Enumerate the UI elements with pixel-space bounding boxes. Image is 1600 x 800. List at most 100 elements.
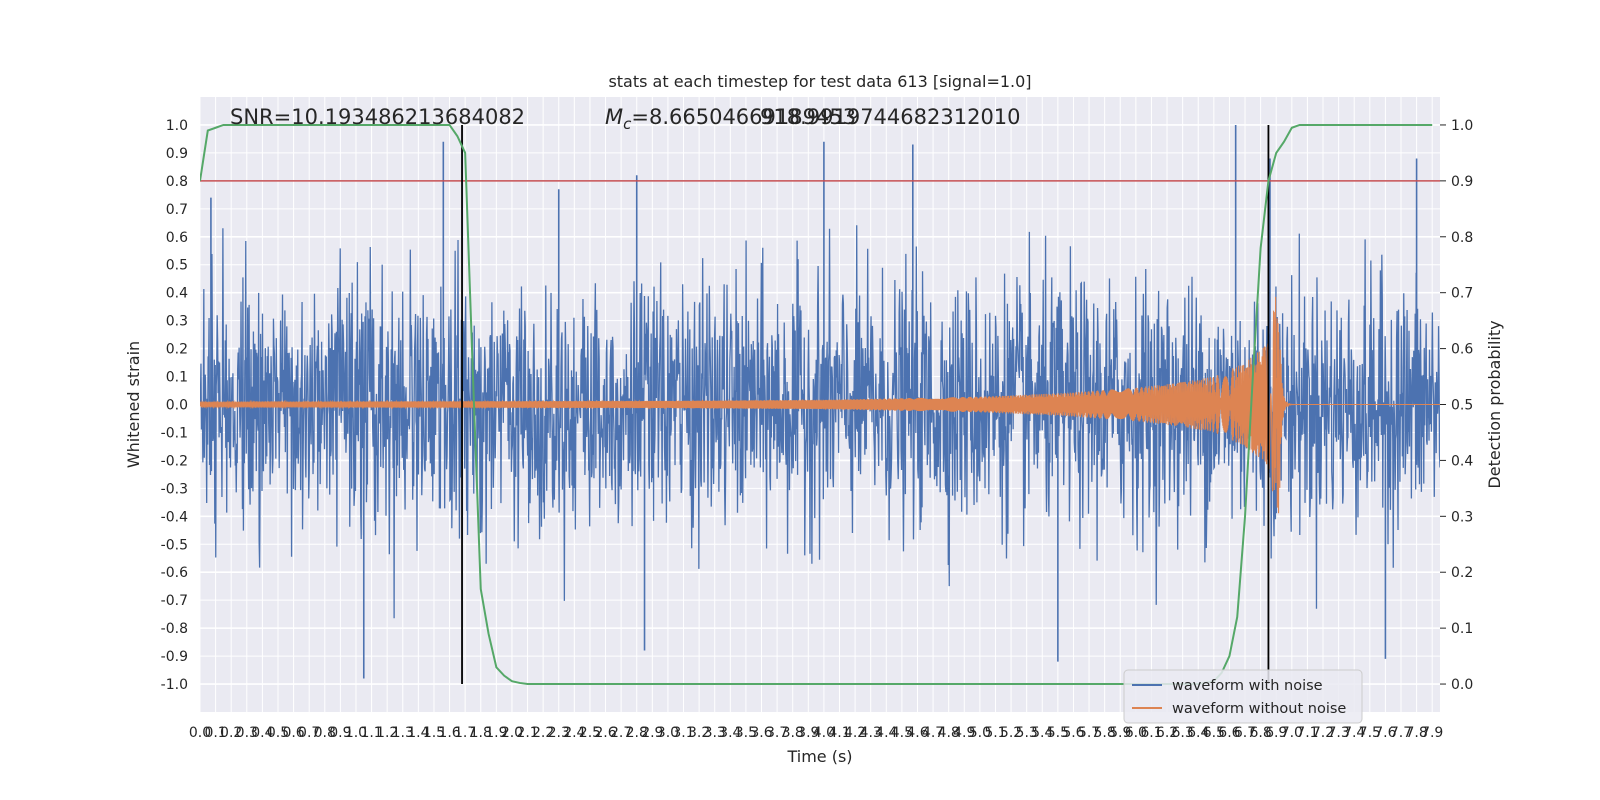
x-tick-label: 2.7 xyxy=(610,725,632,741)
x-tick-label: 4.4 xyxy=(875,725,897,741)
x-tick-label: 6.9 xyxy=(1265,725,1287,741)
x-tick-label: 0.9 xyxy=(329,725,351,741)
x-tick-label: 2.6 xyxy=(594,725,616,741)
x-tick-label: 7.1 xyxy=(1296,725,1318,741)
chirp-mass-symbol: M xyxy=(605,105,623,129)
x-tick-label: 7.0 xyxy=(1281,725,1303,741)
x-tick-label: 6.7 xyxy=(1234,725,1256,741)
x-tick-label: 4.5 xyxy=(891,725,913,741)
x-tick-label: 7.9 xyxy=(1421,725,1443,741)
x-tick-label: 5.1 xyxy=(984,725,1006,741)
y-tick-label: -0.1 xyxy=(161,425,188,441)
x-tick-label: 6.6 xyxy=(1218,725,1240,741)
x-tick-label: 3.7 xyxy=(766,725,788,741)
y-tick-label: 0.8 xyxy=(166,174,188,190)
x-tick-label: 2.5 xyxy=(579,725,601,741)
data-layer xyxy=(200,123,1440,686)
x-tick-label: 0.4 xyxy=(251,725,273,741)
x-tick-label: 1.0 xyxy=(345,725,367,741)
y2-axis-label: Detection probability xyxy=(1485,320,1504,488)
y2-tick-label: 0.0 xyxy=(1451,677,1473,693)
x-tick-label: 0.0 xyxy=(189,725,211,741)
x-tick-label: 4.3 xyxy=(860,725,882,741)
x-tick-label: 3.1 xyxy=(672,725,694,741)
x-tick-label: 7.8 xyxy=(1405,725,1427,741)
x-tick-label: 4.8 xyxy=(938,725,960,741)
x-tick-label: 5.9 xyxy=(1109,725,1131,741)
x-tick-label: 1.4 xyxy=(407,725,429,741)
y2-tick-label: 0.1 xyxy=(1451,621,1473,637)
y-tick-label: 0.0 xyxy=(166,398,188,414)
x-tick-label: 6.0 xyxy=(1125,725,1147,741)
y-axis-label: Whitened strain xyxy=(124,341,143,468)
y-tick-label: -0.7 xyxy=(161,593,188,609)
x-tick-label: 2.2 xyxy=(532,725,554,741)
y-tick-label: 0.1 xyxy=(166,370,188,386)
x-tick-label: 0.1 xyxy=(204,725,226,741)
overlap-annotation: 918.9919744682312010 xyxy=(760,105,1021,129)
x-tick-label: 5.8 xyxy=(1094,725,1116,741)
x-tick-label: 6.2 xyxy=(1156,725,1178,741)
x-tick-label: 1.8 xyxy=(470,725,492,741)
x-tick-label: 1.2 xyxy=(376,725,398,741)
y-tick-label: 1.0 xyxy=(166,118,188,134)
y2-tick-label: 0.6 xyxy=(1451,342,1473,358)
y2-tick-label: 0.4 xyxy=(1451,453,1473,469)
y-tick-label: 0.7 xyxy=(166,202,188,218)
x-tick-label: 0.6 xyxy=(282,725,304,741)
x-tick-label: 6.1 xyxy=(1140,725,1162,741)
x-tick-label: 7.4 xyxy=(1343,725,1365,741)
x-tick-label: 6.5 xyxy=(1203,725,1225,741)
x-tick-label: 4.7 xyxy=(922,725,944,741)
y2-tick-label: 0.8 xyxy=(1451,230,1473,246)
x-tick-label: 0.5 xyxy=(267,725,289,741)
y-tick-label: -1.0 xyxy=(161,677,188,693)
x-tick-label: 2.3 xyxy=(548,725,570,741)
x-tick-label: 3.6 xyxy=(750,725,772,741)
y-tick-label: 0.3 xyxy=(166,314,188,330)
y-tick-label: 0.5 xyxy=(166,258,188,274)
x-tick-label: 3.3 xyxy=(704,725,726,741)
x-tick-label: 6.8 xyxy=(1249,725,1271,741)
y-tick-label: -0.9 xyxy=(161,649,188,665)
chart-title: stats at each timestep for test data 613… xyxy=(608,72,1031,91)
y2-tick-label: 0.3 xyxy=(1451,509,1473,525)
x-tick-label: 7.6 xyxy=(1374,725,1396,741)
y-tick-label: 0.9 xyxy=(166,146,188,162)
x-tick-label: 5.0 xyxy=(969,725,991,741)
x-tick-label: 4.1 xyxy=(828,725,850,741)
y2-tick-label: 0.5 xyxy=(1451,398,1473,414)
x-tick-label: 0.7 xyxy=(298,725,320,741)
y-tick-label: -0.4 xyxy=(161,509,188,525)
x-tick-label: 7.5 xyxy=(1359,725,1381,741)
legend: waveform with noise waveform without nois… xyxy=(1123,669,1363,724)
x-tick-label: 1.1 xyxy=(360,725,382,741)
x-tick-label: 5.7 xyxy=(1078,725,1100,741)
x-tick-label: 4.2 xyxy=(844,725,866,741)
x-tick-label: 4.9 xyxy=(953,725,975,741)
legend-label: waveform with noise xyxy=(1172,678,1323,694)
y-tick-label: -0.2 xyxy=(161,453,188,469)
x-tick-label: 2.8 xyxy=(626,725,648,741)
y-tick-label: 0.4 xyxy=(166,286,188,302)
x-tick-label: 2.9 xyxy=(641,725,663,741)
y-tick-label: -0.8 xyxy=(161,621,188,637)
x-tick-label: 3.0 xyxy=(657,725,679,741)
left-axis: -1.0 -0.9 -0.8 -0.7 -0.6 -0.5 -0.4 -0.3 -0.2 -0.1… xyxy=(161,118,188,693)
x-tick-label: 0.8 xyxy=(314,725,336,741)
y-tick-label: 0.6 xyxy=(166,230,188,246)
x-tick-label: 3.9 xyxy=(797,725,819,741)
series-detection-probability xyxy=(200,123,1433,686)
y2-tick-label: 1.0 xyxy=(1451,118,1473,134)
y-tick-label: -0.6 xyxy=(161,565,188,581)
x-tick-label: 5.4 xyxy=(1031,725,1053,741)
x-tick-label: 5.3 xyxy=(1016,725,1038,741)
y-tick-label: 0.2 xyxy=(166,342,188,358)
x-tick-label: 6.4 xyxy=(1187,725,1209,741)
x-tick-label: 1.6 xyxy=(438,725,460,741)
x-tick-label: 5.6 xyxy=(1062,725,1084,741)
x-tick-label: 0.2 xyxy=(220,725,242,741)
x-axis-label: Time (s) xyxy=(786,747,852,766)
x-tick-label: 5.5 xyxy=(1047,725,1069,741)
